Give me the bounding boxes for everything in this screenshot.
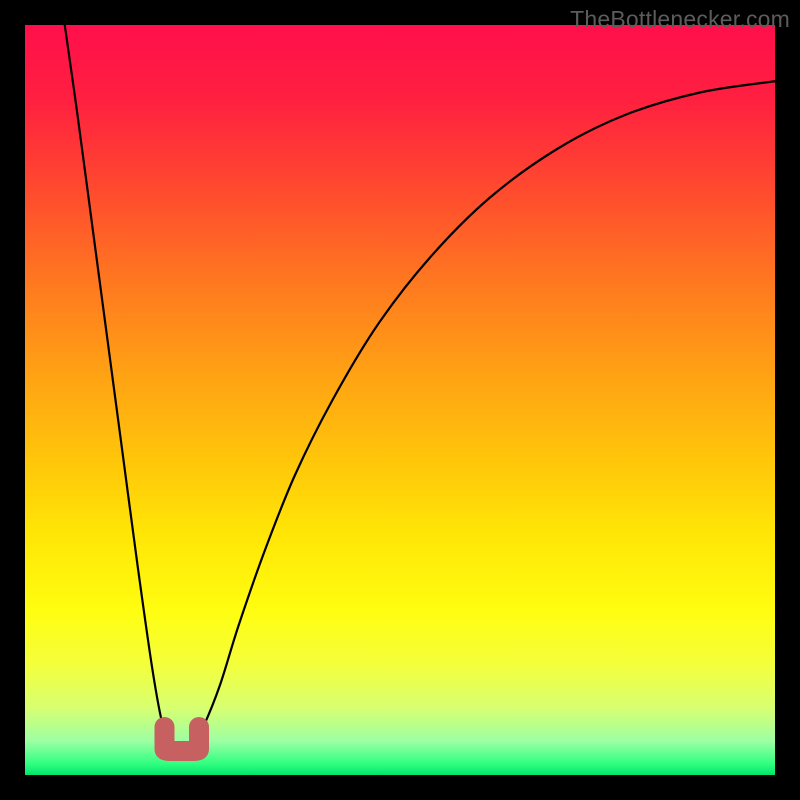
watermark-text: TheBottlenecker.com — [570, 6, 790, 33]
chart-frame: TheBottlenecker.com — [0, 0, 800, 800]
frame-border-bottom — [0, 775, 800, 800]
plot-area — [25, 25, 775, 775]
curve-layer — [25, 25, 775, 775]
frame-border-right — [775, 0, 800, 800]
bottleneck-curve — [65, 25, 775, 747]
frame-border-left — [0, 0, 25, 800]
bottom-u-marker — [165, 727, 200, 751]
